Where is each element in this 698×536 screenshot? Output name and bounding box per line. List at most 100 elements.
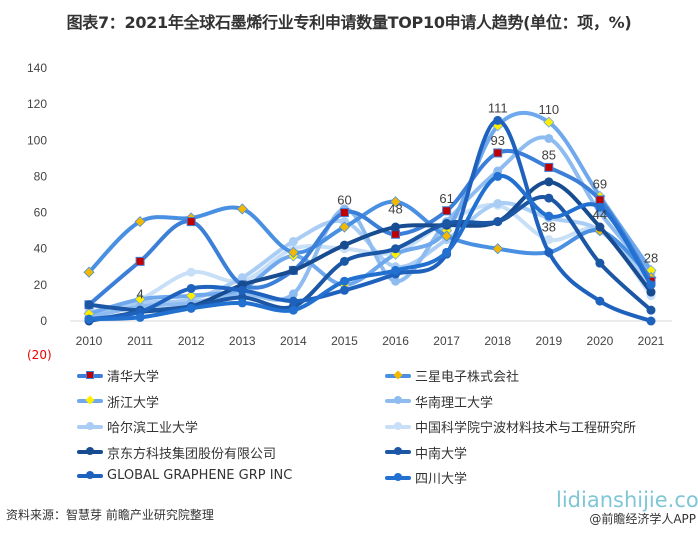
legend-marker-icon	[86, 470, 94, 479]
legend-swatch	[385, 421, 411, 430]
data-point	[442, 206, 452, 216]
data-label: 4	[136, 287, 143, 302]
legend-item: GLOBAL GRAPHENE GRP INC	[77, 468, 292, 483]
watermark: lidianshijie.com	[556, 488, 698, 512]
x-tick-label: 2012	[178, 334, 205, 348]
data-point	[84, 300, 94, 310]
legend-label: GLOBAL GRAPHENE GRP INC	[107, 468, 293, 483]
legend-swatch	[77, 395, 103, 405]
data-label: 38	[542, 220, 556, 235]
legend-item: 三星电子株式会社	[385, 366, 519, 385]
legend-label: 清华大学	[107, 370, 160, 385]
legend-swatch	[385, 396, 411, 404]
y-tick-label: 60	[34, 206, 48, 220]
data-point	[544, 247, 554, 257]
x-tick-label: 2013	[229, 334, 256, 348]
data-point	[84, 314, 94, 324]
data-point	[441, 230, 453, 242]
data-point	[646, 280, 656, 290]
data-label: 48	[388, 202, 402, 217]
y-tick-label: 40	[34, 242, 48, 256]
data-point	[339, 208, 349, 218]
legend-swatch	[77, 421, 103, 430]
data-point	[544, 235, 554, 245]
y-tick-label: 20	[34, 278, 48, 292]
data-point	[288, 296, 298, 306]
legend-marker-icon	[394, 421, 402, 430]
data-point	[595, 202, 605, 212]
data-point	[186, 217, 196, 227]
data-point	[185, 290, 197, 302]
data-label: 111	[488, 100, 508, 115]
legend-item: 京东方科技集团股份有限公司	[77, 443, 276, 462]
data-point	[134, 293, 146, 305]
legend-item: 清华大学	[77, 366, 159, 385]
y-tick-label: 140	[27, 61, 47, 75]
x-tick-label: 2016	[382, 334, 409, 348]
data-point	[288, 305, 298, 315]
y-tick-label: 120	[27, 97, 47, 111]
x-tick-label: 2010	[76, 334, 103, 348]
data-point	[288, 265, 298, 275]
data-label: 69	[593, 176, 607, 191]
data-point	[288, 289, 298, 299]
data-point	[595, 258, 605, 268]
data-label: 44	[593, 207, 607, 222]
data-label: 110	[538, 102, 559, 117]
data-point	[287, 246, 299, 258]
data-point	[493, 199, 503, 209]
y-tick-label: 0	[40, 314, 47, 328]
legend-marker-icon	[394, 396, 402, 404]
legend-marker-icon	[86, 421, 94, 430]
data-point	[544, 193, 554, 203]
data-point	[186, 267, 196, 277]
negative-tick-label: (20)	[27, 348, 52, 362]
legend-item: 四川大学	[385, 468, 467, 487]
legend-item: 中南大学	[385, 443, 467, 462]
legend-label: 中南大学	[415, 446, 468, 462]
data-point	[135, 256, 145, 266]
legend-marker-icon	[86, 370, 94, 379]
data-point	[186, 283, 196, 293]
legend-swatch	[77, 447, 103, 455]
data-label: 85	[542, 147, 556, 162]
data-point	[288, 236, 298, 246]
x-tick-label: 2017	[433, 334, 460, 348]
x-tick-label: 2011	[127, 334, 153, 348]
x-tick-label: 2020	[587, 334, 614, 348]
data-point	[186, 303, 196, 313]
data-point	[237, 285, 247, 295]
data-point	[595, 296, 605, 306]
legend-marker-icon	[394, 472, 402, 481]
y-tick-label: 100	[27, 133, 47, 147]
data-point	[442, 218, 452, 228]
data-point	[339, 240, 349, 250]
data-point	[646, 287, 656, 297]
data-point	[339, 256, 349, 266]
data-point	[391, 222, 401, 232]
x-tick-label: 2018	[484, 334, 511, 348]
data-point	[544, 177, 554, 187]
legend-swatch	[385, 472, 411, 481]
x-tick-label: 2021	[638, 334, 665, 348]
data-point	[646, 316, 656, 326]
x-tick-label: 2019	[535, 334, 562, 348]
legend-label: 华南理工大学	[415, 395, 494, 411]
legend-label: 哈尔滨工业大学	[107, 421, 199, 436]
data-point	[492, 243, 504, 255]
legend-marker-icon	[85, 395, 95, 405]
data-point	[595, 222, 605, 232]
legend-label: 四川大学	[415, 472, 468, 487]
data-label: 28	[644, 250, 658, 265]
data-point	[134, 216, 146, 228]
data-point	[135, 312, 145, 322]
data-point	[544, 133, 554, 143]
data-point	[544, 162, 554, 172]
data-point	[391, 276, 401, 286]
data-point	[543, 116, 555, 128]
legend-label: 中国科学院宁波材料技术与工程研究所	[415, 421, 637, 436]
data-label: 60	[337, 193, 351, 208]
data-point	[389, 196, 402, 208]
